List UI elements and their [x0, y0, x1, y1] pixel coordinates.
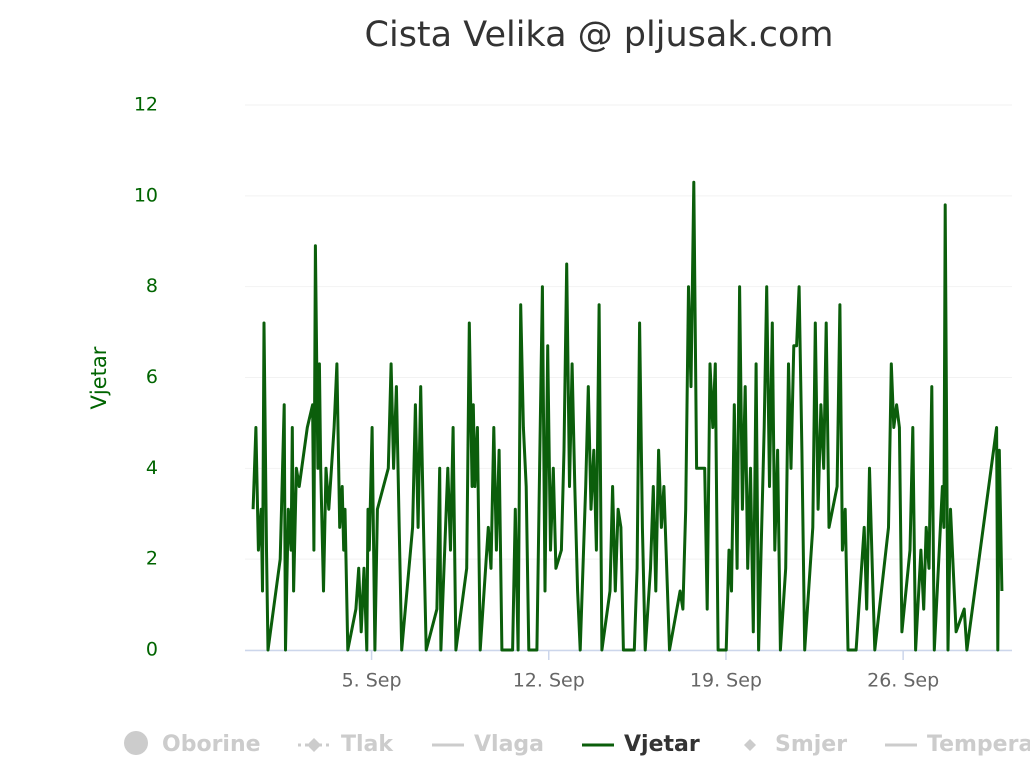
legend-symbol: [744, 739, 756, 751]
chart-title: Cista Velika @ pljusak.com: [365, 15, 834, 55]
series-line: [251, 180, 1004, 652]
y-tick-label: 2: [146, 548, 158, 570]
x-tick-label: 26. Sep: [867, 670, 939, 692]
y-tick-label: 0: [146, 639, 158, 661]
y-tick-label: 4: [146, 457, 158, 479]
legend-label[interactable]: Oborine: [162, 732, 261, 757]
legend-label[interactable]: Temperatura: [927, 732, 1030, 757]
y-tick-label: 6: [146, 366, 158, 388]
y-tick-label: 8: [146, 275, 158, 297]
legend-symbol: [124, 731, 148, 755]
legend-label[interactable]: Smjer: [775, 732, 847, 757]
x-tick-label: 5. Sep: [342, 670, 402, 692]
legend-label[interactable]: Vlaga: [474, 732, 544, 757]
x-tick-label: 12. Sep: [513, 670, 585, 692]
legend-symbol: [307, 738, 321, 752]
y-tick-label: 12: [134, 94, 158, 116]
x-tick-label: 19. Sep: [690, 670, 762, 692]
y-tick-label: 10: [134, 184, 158, 206]
y-axis-title: Vjetar: [87, 346, 111, 409]
legend-label[interactable]: Vjetar: [624, 732, 700, 757]
legend-label[interactable]: Tlak: [341, 732, 394, 757]
